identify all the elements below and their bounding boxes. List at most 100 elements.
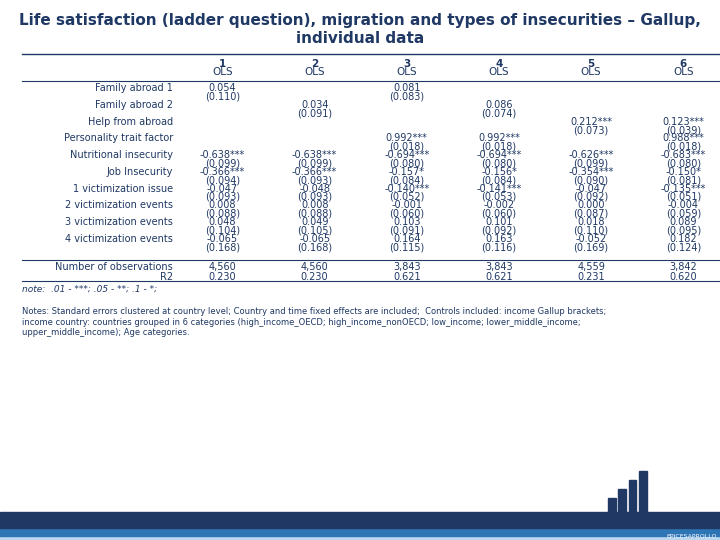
Text: 0.621: 0.621 — [485, 272, 513, 282]
Text: (0.091): (0.091) — [297, 108, 332, 118]
Text: (0.084): (0.084) — [482, 175, 516, 185]
Text: -0.683***: -0.683*** — [661, 150, 706, 160]
Text: -0.004: -0.004 — [667, 200, 699, 211]
Text: (0.110): (0.110) — [205, 91, 240, 102]
Text: -0.366***: -0.366*** — [200, 167, 245, 177]
Text: 0.054: 0.054 — [209, 83, 236, 93]
Text: -0.354***: -0.354*** — [568, 167, 614, 177]
Text: 0.081: 0.081 — [393, 83, 420, 93]
Text: (0.084): (0.084) — [390, 175, 424, 185]
Text: -0.626***: -0.626*** — [568, 150, 614, 160]
Text: (0.091): (0.091) — [390, 226, 424, 235]
Text: (0.052): (0.052) — [389, 192, 425, 202]
Text: 4,560: 4,560 — [301, 262, 328, 273]
Text: OLS: OLS — [305, 67, 325, 77]
Text: 0.089: 0.089 — [670, 217, 697, 227]
Text: -0.047: -0.047 — [207, 184, 238, 194]
Text: -0.065: -0.065 — [207, 234, 238, 244]
Text: 0.086: 0.086 — [485, 100, 513, 110]
Text: 0.182: 0.182 — [670, 234, 697, 244]
Text: (0.124): (0.124) — [666, 242, 701, 252]
Text: -0.694***: -0.694*** — [477, 150, 521, 160]
Text: 4,559: 4,559 — [577, 262, 605, 273]
Text: 0.008: 0.008 — [301, 200, 328, 211]
Text: OLS: OLS — [489, 67, 509, 77]
Text: 4,560: 4,560 — [209, 262, 236, 273]
Text: 5: 5 — [588, 59, 595, 69]
Text: Notes: Standard errors clustered at country level; Country and time fixed effect: Notes: Standard errors clustered at coun… — [22, 307, 606, 337]
Text: 0.163: 0.163 — [485, 234, 513, 244]
Text: 3: 3 — [403, 59, 410, 69]
Text: OLS: OLS — [581, 67, 601, 77]
Text: 0.018: 0.018 — [577, 217, 605, 227]
Text: -0.047: -0.047 — [575, 184, 607, 194]
Text: (0.105): (0.105) — [297, 226, 332, 235]
Text: (0.099): (0.099) — [574, 159, 608, 168]
Text: OLS: OLS — [212, 67, 233, 77]
Text: (0.115): (0.115) — [390, 242, 424, 252]
Text: Nutritional insecurity: Nutritional insecurity — [70, 150, 173, 160]
Text: Life satisfaction (ladder question), migration and types of insecurities – Gallu: Life satisfaction (ladder question), mig… — [19, 14, 701, 46]
Text: -0.001: -0.001 — [391, 200, 423, 211]
Text: 0.103: 0.103 — [393, 217, 420, 227]
Text: (0.074): (0.074) — [482, 108, 516, 118]
Text: 0.230: 0.230 — [301, 272, 328, 282]
Text: 3,843: 3,843 — [393, 262, 420, 273]
Text: (0.168): (0.168) — [297, 242, 332, 252]
Text: 0.101: 0.101 — [485, 217, 513, 227]
Text: 4 victimization events: 4 victimization events — [65, 234, 173, 244]
Text: (0.059): (0.059) — [666, 209, 701, 219]
Text: 3,842: 3,842 — [670, 262, 697, 273]
Text: 6: 6 — [680, 59, 687, 69]
Text: 2: 2 — [311, 59, 318, 69]
Text: R2: R2 — [160, 272, 173, 282]
Text: -0.065: -0.065 — [299, 234, 330, 244]
Text: -0.141***: -0.141*** — [477, 184, 521, 194]
Text: -0.135***: -0.135*** — [660, 184, 706, 194]
Text: -0.157*: -0.157* — [389, 167, 425, 177]
Text: (0.093): (0.093) — [297, 192, 332, 202]
Text: 1: 1 — [219, 59, 226, 69]
Text: (0.116): (0.116) — [482, 242, 516, 252]
Text: 0.992***: 0.992*** — [478, 133, 520, 144]
Text: (0.080): (0.080) — [482, 159, 516, 168]
Text: Number of observations: Number of observations — [55, 262, 173, 273]
Text: 0.000: 0.000 — [577, 200, 605, 211]
Text: (0.081): (0.081) — [666, 175, 701, 185]
Text: note:  .01 - ***; .05 - **; .1 - *;: note: .01 - ***; .05 - **; .1 - *; — [22, 285, 157, 294]
Text: (0.092): (0.092) — [574, 192, 608, 202]
Text: (0.018): (0.018) — [666, 142, 701, 152]
Text: -0.638***: -0.638*** — [292, 150, 337, 160]
Text: -0.048: -0.048 — [299, 184, 330, 194]
Text: 0.123***: 0.123*** — [662, 117, 704, 127]
Text: 0.992***: 0.992*** — [386, 133, 428, 144]
Text: (0.093): (0.093) — [205, 192, 240, 202]
Text: Family abroad 2: Family abroad 2 — [95, 100, 173, 110]
Text: OLS: OLS — [673, 67, 693, 77]
Text: (0.080): (0.080) — [390, 159, 424, 168]
Text: (0.039): (0.039) — [666, 125, 701, 135]
Text: 1 victimization issue: 1 victimization issue — [73, 184, 173, 194]
Text: 3,843: 3,843 — [485, 262, 513, 273]
Text: (0.051): (0.051) — [666, 192, 701, 202]
Text: EPICESAPROLLO: EPICESAPROLLO — [666, 534, 716, 539]
Text: Job Insecurity: Job Insecurity — [107, 167, 173, 177]
Text: (0.088): (0.088) — [297, 209, 332, 219]
Text: 0.048: 0.048 — [209, 217, 236, 227]
Text: (0.169): (0.169) — [574, 242, 608, 252]
Text: -0.366***: -0.366*** — [292, 167, 337, 177]
Text: -0.002: -0.002 — [483, 200, 515, 211]
Text: 0.620: 0.620 — [670, 272, 697, 282]
Text: (0.104): (0.104) — [205, 226, 240, 235]
Text: -0.140***: -0.140*** — [384, 184, 429, 194]
Text: 0.230: 0.230 — [209, 272, 236, 282]
Text: 0.164: 0.164 — [393, 234, 420, 244]
Text: -0.638***: -0.638*** — [200, 150, 245, 160]
Text: (0.099): (0.099) — [205, 159, 240, 168]
Text: (0.060): (0.060) — [390, 209, 424, 219]
Text: (0.088): (0.088) — [205, 209, 240, 219]
Text: (0.110): (0.110) — [574, 226, 608, 235]
Text: (0.090): (0.090) — [574, 175, 608, 185]
Text: 0.049: 0.049 — [301, 217, 328, 227]
Text: (0.093): (0.093) — [297, 175, 332, 185]
